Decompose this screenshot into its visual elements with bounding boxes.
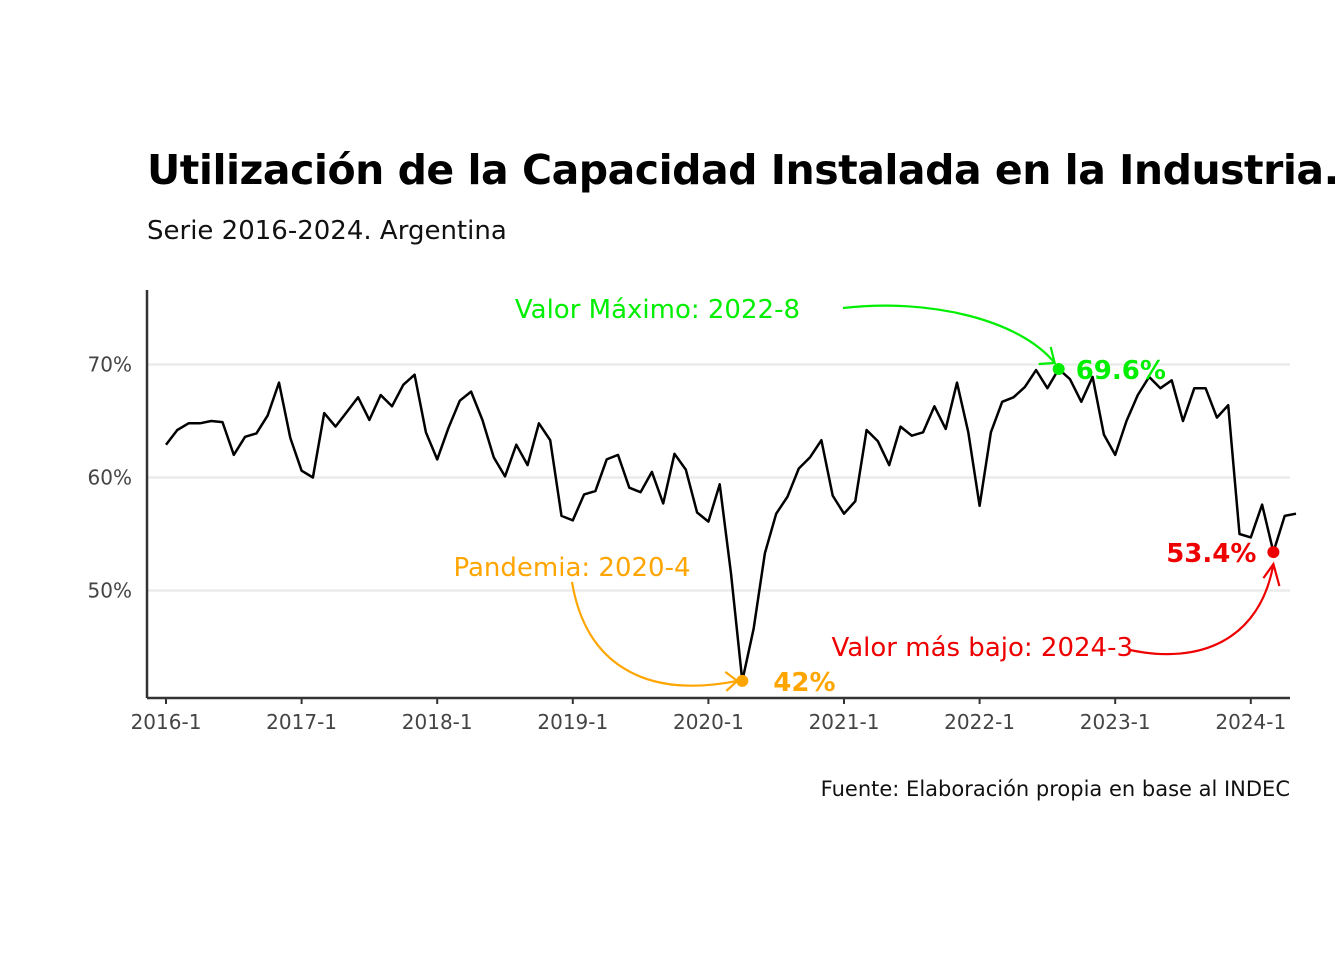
x-tick-label: 2022-1 (944, 710, 1015, 734)
pandemic-arrow (570, 581, 738, 687)
x-tick-label: 2023-1 (1080, 710, 1151, 734)
max-value-label: 69.6% (1076, 356, 1166, 386)
chart-subtitle: Serie 2016-2024. Argentina (147, 216, 507, 246)
min-annotation: Valor más bajo: 2024-3 (831, 633, 1133, 663)
x-tick-label: 2021-1 (809, 710, 880, 734)
max-arrow (842, 304, 1056, 364)
min-arrowhead (1262, 561, 1281, 587)
x-tick-label: 2016-1 (131, 710, 202, 734)
min-arrow (1129, 563, 1275, 656)
pandemic-annotation: Pandemia: 2020-4 (453, 553, 690, 583)
min-value-label: 53.4% (1166, 539, 1256, 569)
x-tick-label: 2018-1 (402, 710, 473, 734)
pandemic-arrowhead (724, 671, 740, 692)
y-tick-label: 70% (88, 353, 132, 377)
x-tick-label: 2017-1 (266, 710, 337, 734)
max-annotation: Valor Máximo: 2022-8 (515, 295, 800, 325)
min-point (1267, 546, 1280, 559)
chart-title: Utilización de la Capacidad Instalada en… (147, 146, 1339, 194)
max-point (1052, 363, 1065, 376)
y-tick-label: 50% (88, 579, 132, 603)
pandemic-value-label: 42% (773, 668, 835, 698)
pandemic-point (736, 674, 749, 687)
source-caption: Fuente: Elaboración propia en base al IN… (820, 777, 1290, 801)
x-tick-label: 2020-1 (673, 710, 744, 734)
max-arrowhead (1038, 346, 1057, 366)
series-line (165, 367, 1297, 683)
x-tick-label: 2019-1 (537, 710, 608, 734)
x-tick-label: 2024-1 (1215, 710, 1286, 734)
y-tick-label: 60% (88, 466, 132, 490)
